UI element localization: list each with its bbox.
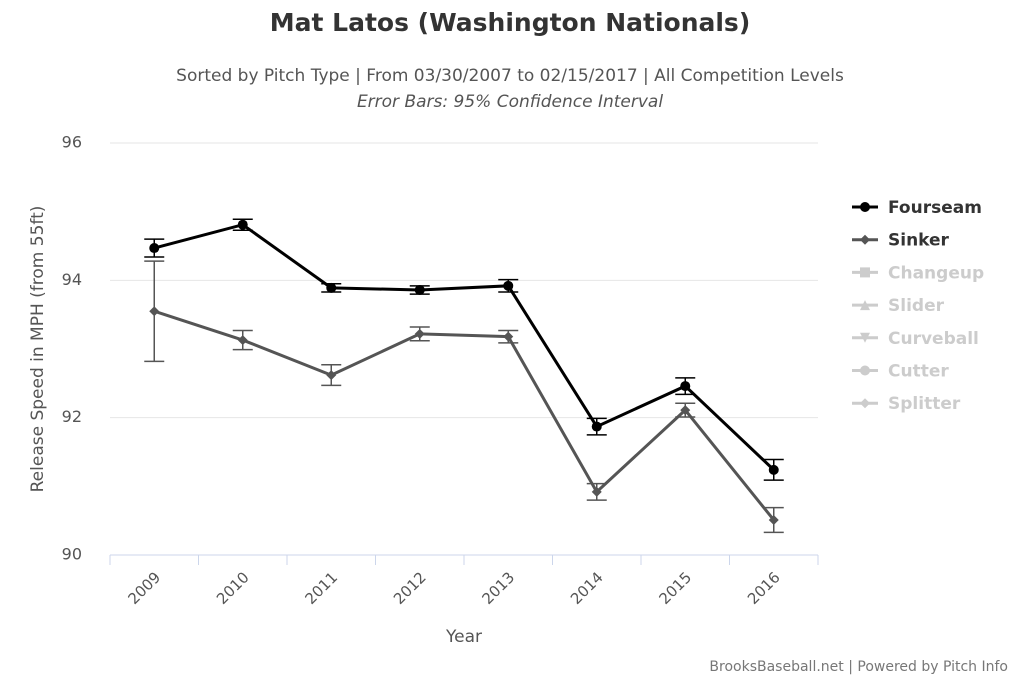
data-point [414,328,425,339]
x-tick-label: 2010 [213,568,253,608]
y-tick-label: 92 [62,407,82,426]
series-line [153,309,775,521]
data-point [326,282,337,293]
data-point [414,284,425,295]
legend-label: Slider [888,296,945,316]
legend-label: Sinker [888,231,950,251]
x-tick-label: 2012 [390,568,430,608]
chart-subtitle: Error Bars: 95% Confidence Interval [357,92,663,112]
legend-marker [860,202,870,212]
x-tick-label: 2016 [744,568,784,608]
legend-label: Fourseam [888,198,982,218]
data-point [326,370,337,381]
legend-label: Changeup [888,263,984,283]
data-point [768,464,779,475]
y-axis-title: Release Speed in MPH (from 55ft) [28,206,48,493]
data-point [237,335,248,346]
data-point [591,421,602,432]
legend-label: Splitter [888,394,961,414]
x-axis-title: Year [445,627,482,647]
legend-marker [860,300,870,311]
x-tick-label: 2011 [302,568,342,608]
credits: BrooksBaseball.net | Powered by Pitch In… [709,659,1008,675]
data-point [680,405,691,416]
y-tick-label: 96 [62,133,82,152]
x-tick-label: 2015 [656,568,696,608]
legend-marker [860,365,870,376]
data-point [503,280,514,291]
chart-subtitle: Sorted by Pitch Type | From 03/30/2007 t… [176,66,844,86]
data-point [680,381,691,392]
legend-label: Curveball [888,329,979,349]
chart-title: Mat Latos (Washington Nationals) [270,8,751,37]
legend-marker [860,234,870,245]
series-line [153,223,775,471]
data-point [503,331,514,342]
data-point [149,306,160,317]
legend-marker [860,267,870,278]
data-point [237,219,248,230]
legend-marker [860,398,870,409]
y-tick-label: 90 [62,545,82,564]
x-tick-label: 2014 [567,568,607,608]
x-tick-label: 2013 [479,568,519,608]
x-tick-label: 2009 [125,568,165,608]
data-point [768,514,779,525]
y-tick-label: 94 [62,270,82,289]
data-point [591,486,602,497]
data-point [149,243,160,254]
legend-label: Cutter [888,362,949,382]
legend-marker [860,332,870,343]
